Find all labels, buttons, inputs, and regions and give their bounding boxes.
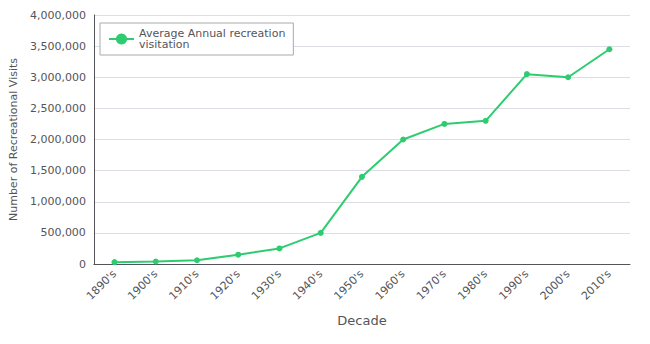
svg-text:1940's: 1940's <box>290 267 325 302</box>
svg-text:1930's: 1930's <box>249 267 284 302</box>
svg-text:Number of Recreational Visits: Number of Recreational Visits <box>7 58 20 221</box>
svg-text:1980's: 1980's <box>455 267 490 302</box>
svg-text:2,000,000: 2,000,000 <box>30 133 86 146</box>
svg-text:1,000,000: 1,000,000 <box>30 195 86 208</box>
svg-text:1890's: 1890's <box>84 267 119 302</box>
svg-text:1970's: 1970's <box>414 267 449 302</box>
svg-text:3,000,000: 3,000,000 <box>30 71 86 84</box>
svg-text:1,500,000: 1,500,000 <box>30 164 86 177</box>
svg-text:Decade: Decade <box>337 313 386 328</box>
svg-text:2000's: 2000's <box>538 267 573 302</box>
svg-text:1910's: 1910's <box>166 267 201 302</box>
svg-text:visitation: visitation <box>139 38 190 51</box>
svg-text:1950's: 1950's <box>331 267 366 302</box>
svg-text:4,000,000: 4,000,000 <box>30 9 86 22</box>
svg-text:1990's: 1990's <box>496 267 531 302</box>
svg-text:2010's: 2010's <box>579 267 614 302</box>
svg-text:Average Annual recreation: Average Annual recreation <box>139 27 286 40</box>
svg-text:1900's: 1900's <box>125 267 160 302</box>
svg-text:1920's: 1920's <box>208 267 243 302</box>
svg-text:1960's: 1960's <box>373 267 408 302</box>
svg-text:0: 0 <box>79 258 86 271</box>
svg-text:3,500,000: 3,500,000 <box>30 40 86 53</box>
svg-text:2,500,000: 2,500,000 <box>30 102 86 115</box>
svg-text:500,000: 500,000 <box>40 226 86 239</box>
